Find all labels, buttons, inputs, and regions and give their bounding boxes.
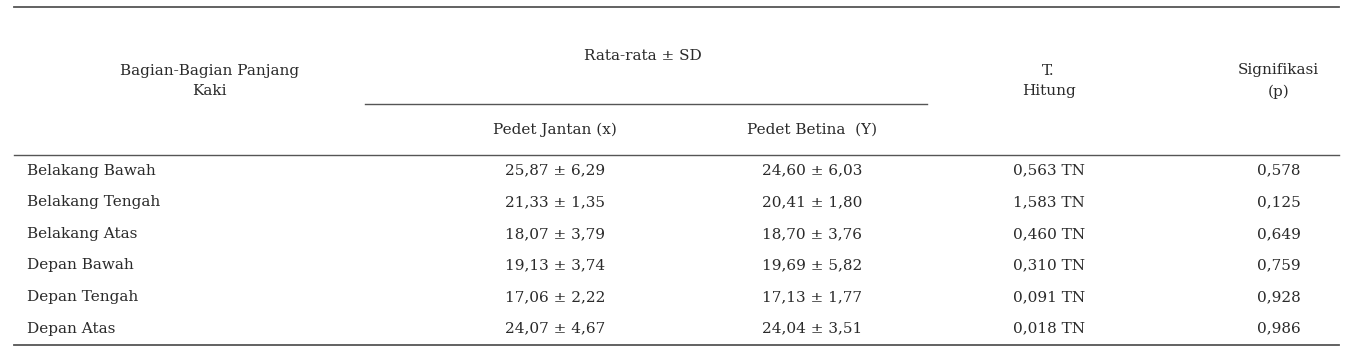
Text: 24,04 ± 3,51: 24,04 ± 3,51: [762, 322, 862, 336]
Text: 24,07 ± 4,67: 24,07 ± 4,67: [505, 322, 605, 336]
Text: 0,986: 0,986: [1257, 322, 1300, 336]
Text: T.
Hitung: T. Hitung: [1022, 64, 1076, 98]
Text: Depan Tengah: Depan Tengah: [27, 290, 138, 304]
Text: 25,87 ± 6,29: 25,87 ± 6,29: [505, 164, 605, 178]
Text: 0,018 TN: 0,018 TN: [1012, 322, 1085, 336]
Text: 19,13 ± 3,74: 19,13 ± 3,74: [505, 259, 605, 272]
Text: Belakang Bawah: Belakang Bawah: [27, 164, 156, 178]
Text: 21,33 ± 1,35: 21,33 ± 1,35: [505, 195, 605, 209]
Text: Depan Atas: Depan Atas: [27, 322, 115, 336]
Text: Belakang Tengah: Belakang Tengah: [27, 195, 160, 209]
Text: 17,06 ± 2,22: 17,06 ± 2,22: [505, 290, 605, 304]
Text: 0,310 TN: 0,310 TN: [1012, 259, 1085, 272]
Text: 0,578: 0,578: [1257, 164, 1300, 178]
Text: Signifikasi
(p): Signifikasi (p): [1238, 63, 1319, 98]
Text: 20,41 ± 1,80: 20,41 ± 1,80: [762, 195, 862, 209]
Text: 24,60 ± 6,03: 24,60 ± 6,03: [762, 164, 862, 178]
Text: 0,649: 0,649: [1257, 227, 1300, 241]
Text: 0,928: 0,928: [1257, 290, 1300, 304]
Text: Pedet Betina  (Y): Pedet Betina (Y): [747, 122, 877, 137]
Text: Pedet Jantan (x): Pedet Jantan (x): [492, 122, 617, 137]
Text: 19,69 ± 5,82: 19,69 ± 5,82: [762, 259, 862, 272]
Text: Rata-rata ± SD: Rata-rata ± SD: [583, 49, 702, 63]
Text: 0,125: 0,125: [1257, 195, 1300, 209]
Text: 17,13 ± 1,77: 17,13 ± 1,77: [762, 290, 862, 304]
Text: 0,460 TN: 0,460 TN: [1012, 227, 1085, 241]
Text: 18,07 ± 3,79: 18,07 ± 3,79: [505, 227, 605, 241]
Text: 0,563 TN: 0,563 TN: [1012, 164, 1085, 178]
Text: Depan Bawah: Depan Bawah: [27, 259, 134, 272]
Text: 18,70 ± 3,76: 18,70 ± 3,76: [762, 227, 862, 241]
Text: Belakang Atas: Belakang Atas: [27, 227, 138, 241]
Text: 0,091 TN: 0,091 TN: [1012, 290, 1085, 304]
Text: 0,759: 0,759: [1257, 259, 1300, 272]
Text: Bagian-Bagian Panjang
Kaki: Bagian-Bagian Panjang Kaki: [120, 64, 299, 98]
Text: 1,583 TN: 1,583 TN: [1012, 195, 1085, 209]
